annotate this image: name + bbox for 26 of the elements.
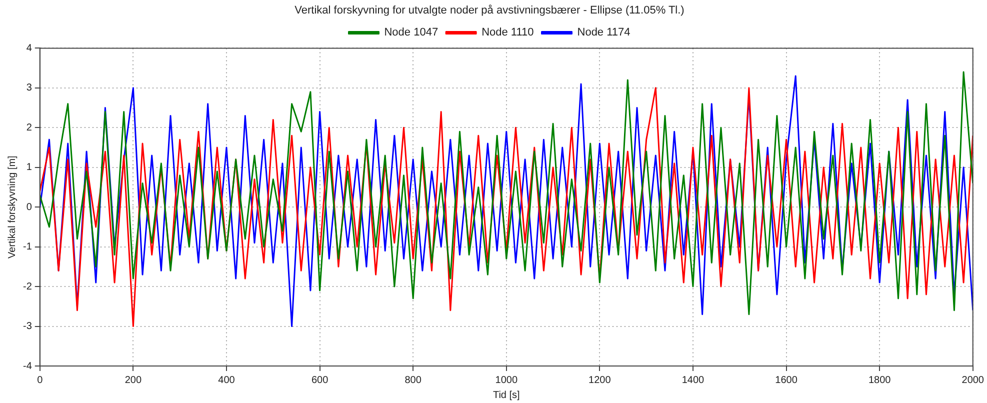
y-tick-label: 2	[26, 122, 32, 134]
legend-label: Node 1174	[577, 26, 630, 39]
legend-label: Node 1110	[482, 26, 534, 39]
y-tick-label: -3	[22, 321, 32, 332]
x-axis-title: Tid [s]	[492, 390, 520, 401]
y-axis-title: Vertikal forskyvning [m]	[6, 155, 18, 259]
x-tick-label: 400	[218, 374, 236, 386]
y-tick-label: -1	[22, 242, 32, 253]
x-tick-label: 1200	[588, 374, 612, 386]
y-tick-label: 3	[26, 82, 32, 94]
y-tick-label: 0	[26, 202, 32, 213]
x-tick-label: 1600	[775, 374, 798, 386]
x-tick-label: 600	[311, 374, 329, 386]
x-tick-label: 1400	[682, 374, 705, 386]
x-tick-label: 200	[124, 374, 142, 386]
x-tick-label: 1800	[868, 374, 892, 386]
y-tick-label: -2	[22, 281, 32, 292]
legend-label: Node 1047	[384, 26, 438, 39]
y-tick-label: -4	[22, 360, 32, 372]
x-tick-label: 2000	[962, 374, 984, 386]
chart-title: Vertikal forskyvning for utvalgte noder på avstivningsbærer - Ellipse (11.05% Tl.)	[294, 4, 684, 17]
x-tick-label: 0	[37, 374, 44, 386]
y-tick-label: 1	[26, 162, 32, 174]
x-tick-label: 1000	[495, 374, 518, 386]
y-tick-label: 4	[26, 42, 32, 54]
x-tick-label: 800	[404, 374, 422, 386]
